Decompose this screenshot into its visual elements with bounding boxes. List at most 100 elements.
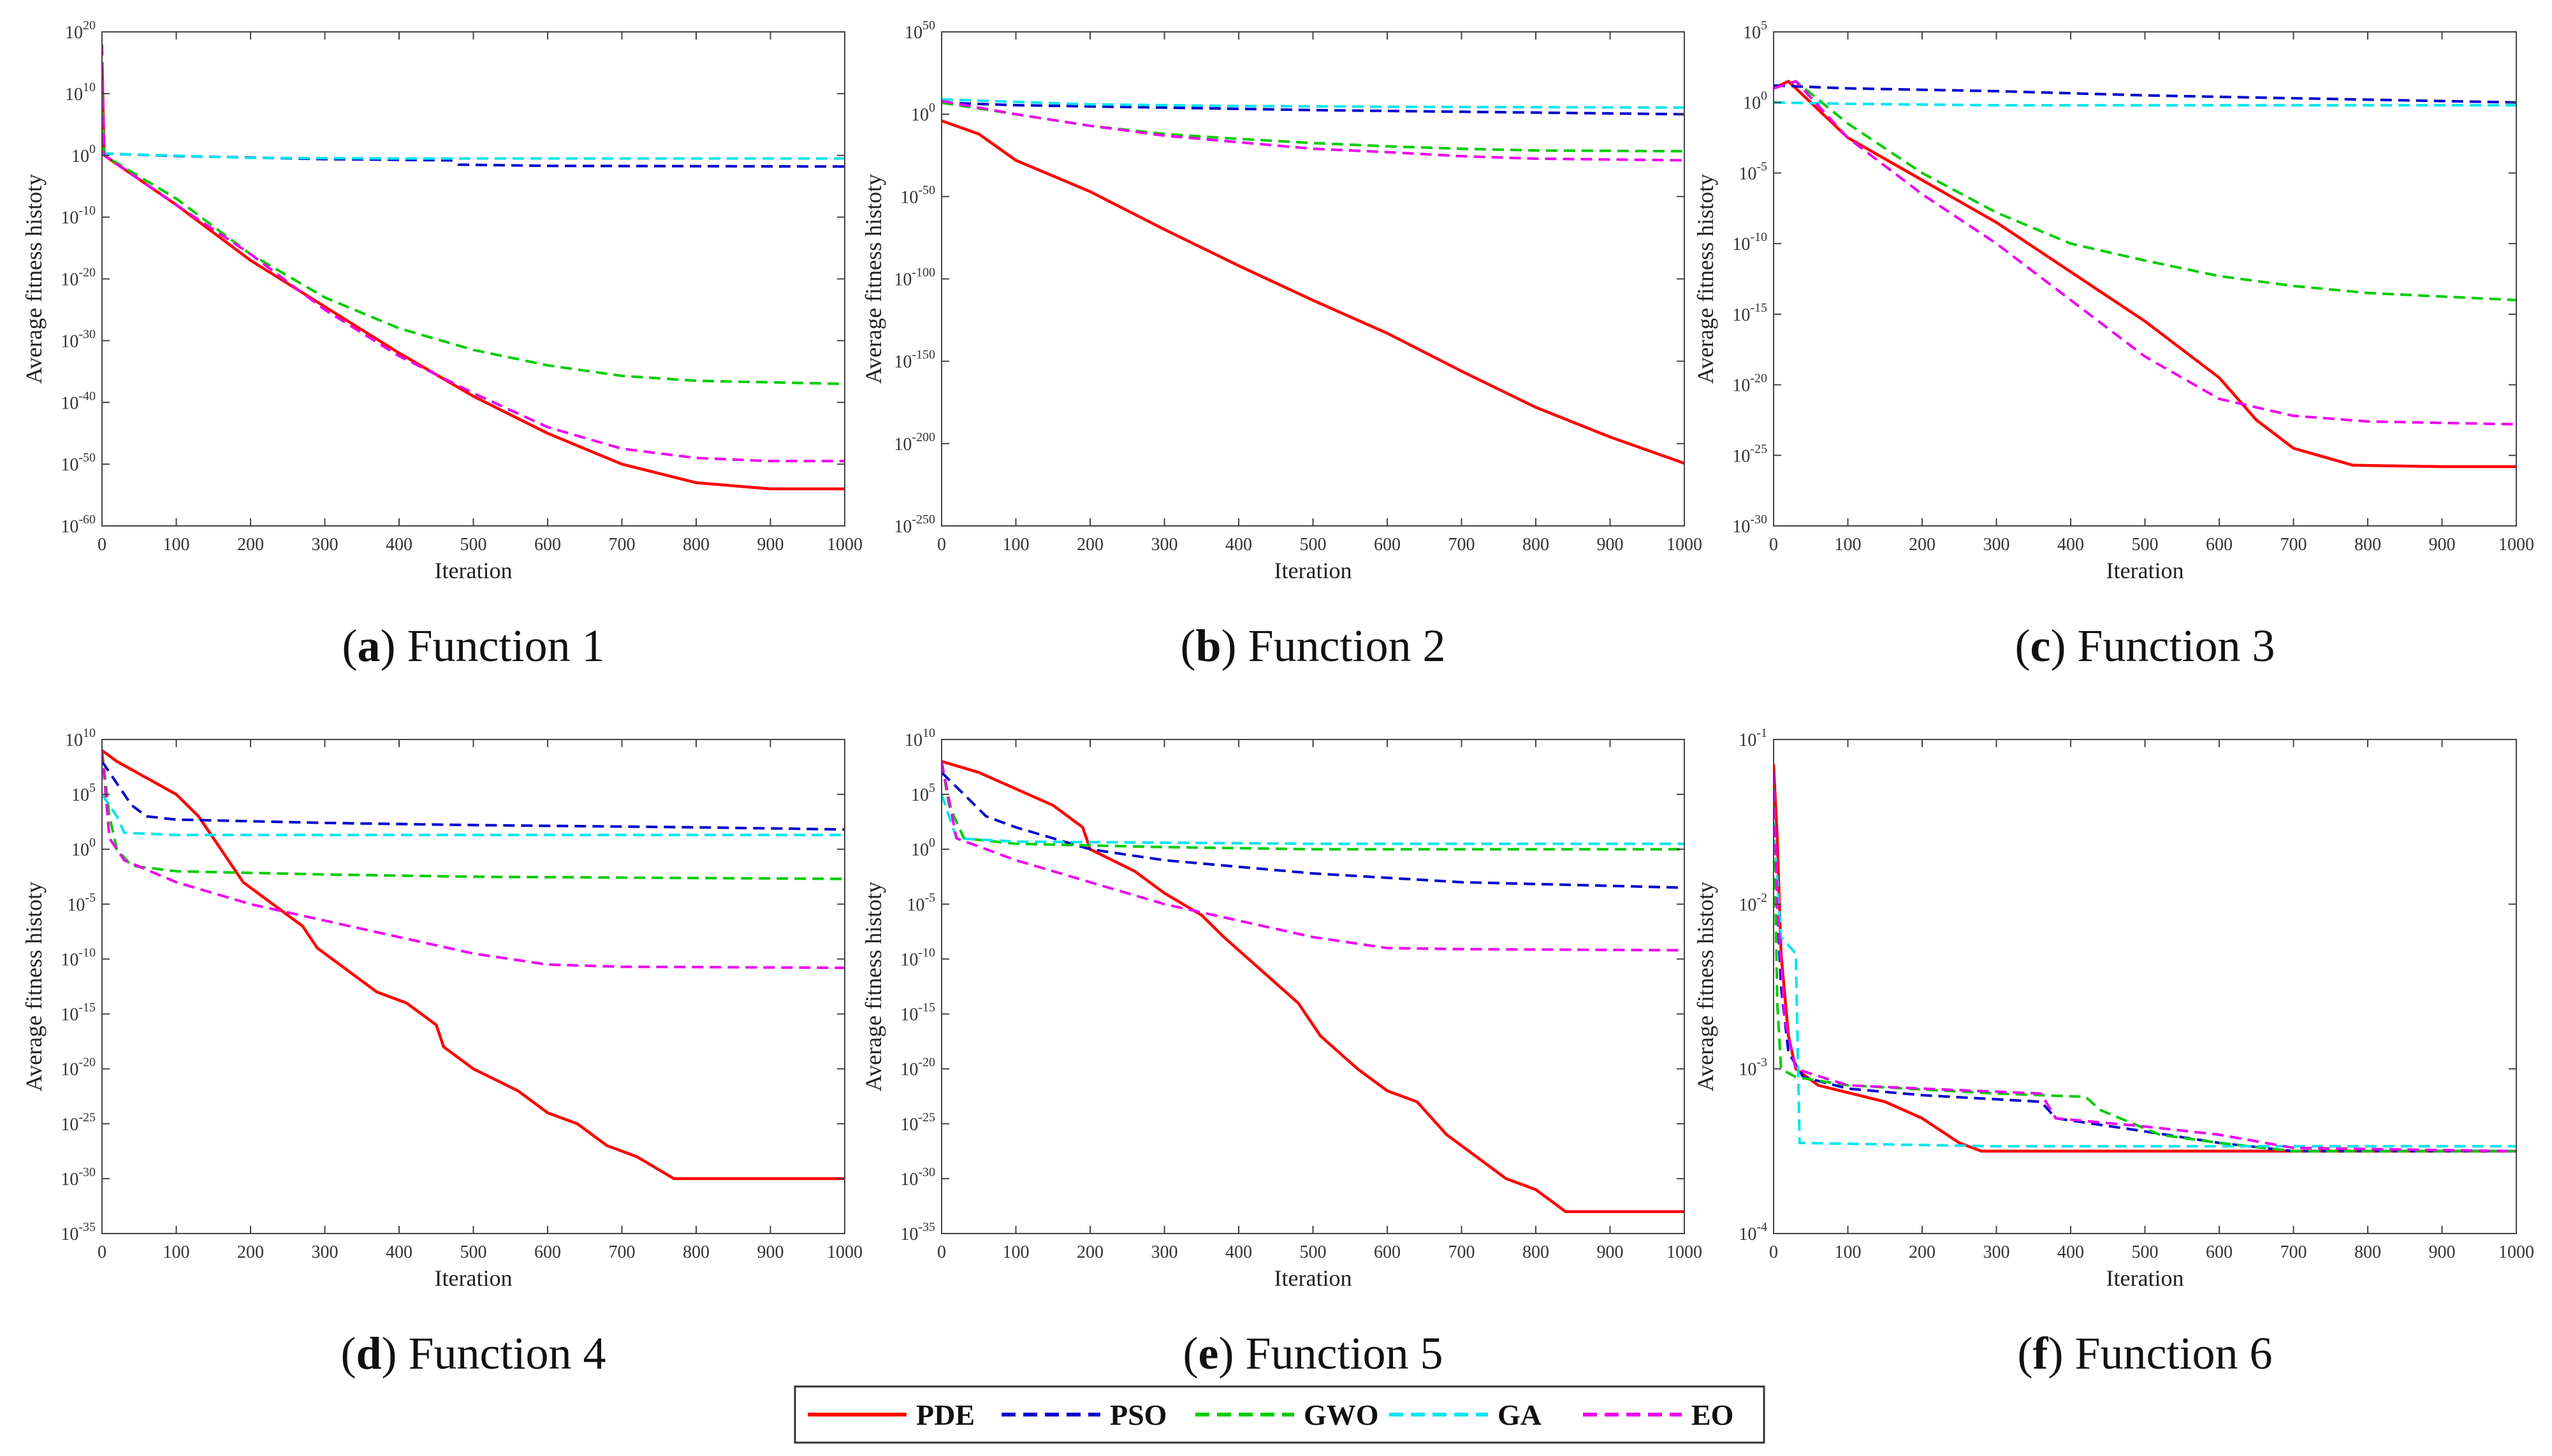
x-tick-label: 400 xyxy=(1225,1242,1252,1262)
x-tick-label: 0 xyxy=(98,535,106,555)
y-tick-label: 10-15 xyxy=(900,1001,935,1025)
x-tick-label: 1000 xyxy=(1666,535,1702,555)
x-tick-label: 300 xyxy=(312,535,339,555)
x-axis-label: Iteration xyxy=(435,558,513,583)
x-tick-label: 200 xyxy=(237,1242,264,1262)
y-tick-label: 10-1 xyxy=(1739,726,1767,750)
series-eo xyxy=(1774,80,2516,426)
x-tick-label: 700 xyxy=(2280,535,2307,555)
x-tick-label: 800 xyxy=(2354,1242,2381,1262)
x-tick-label: 600 xyxy=(1374,535,1401,555)
x-tick-label: 900 xyxy=(757,535,784,555)
y-tick-label: 10-100 xyxy=(894,266,935,290)
y-tick-label: 10-40 xyxy=(61,389,96,413)
y-tick-label: 10-35 xyxy=(900,1220,935,1244)
series-pso xyxy=(942,771,1684,889)
x-axis-label: Iteration xyxy=(435,1265,513,1291)
x-tick-label: 600 xyxy=(2206,535,2233,555)
legend: PDE PSO GWO GA EO xyxy=(794,1385,1765,1444)
y-tick-label: 100 xyxy=(911,101,935,125)
x-tick-label: 900 xyxy=(757,1242,784,1262)
series-ga xyxy=(1774,101,2516,107)
subfigure-caption: (d) Function 4 xyxy=(340,1328,606,1379)
x-tick-label: 900 xyxy=(2429,1242,2456,1262)
x-tick-label: 700 xyxy=(609,535,636,555)
y-tick-label: 10-10 xyxy=(900,945,935,970)
x-tick-label: 700 xyxy=(2280,1242,2307,1262)
x-tick-label: 600 xyxy=(534,535,561,555)
y-tick-label: 10-20 xyxy=(61,1056,96,1080)
y-tick-label: 1050 xyxy=(905,18,935,43)
plot-area xyxy=(102,44,845,491)
y-tick-label: 10-4 xyxy=(1739,1220,1767,1244)
x-tick-label: 600 xyxy=(2206,1242,2233,1262)
y-tick-label: 10-250 xyxy=(894,513,935,537)
plot-area xyxy=(1774,80,2516,469)
x-axis-label: Iteration xyxy=(2106,558,2184,583)
y-tick-label: 10-5 xyxy=(907,891,935,915)
x-tick-label: 200 xyxy=(1909,535,1936,555)
x-tick-label: 1000 xyxy=(2498,1242,2534,1262)
subfigure-caption: (c) Function 3 xyxy=(2015,620,2275,671)
x-axis-label: Iteration xyxy=(2106,1265,2184,1291)
y-tick-label: 10-20 xyxy=(1732,372,1767,396)
x-tick-label: 1000 xyxy=(2498,535,2534,555)
x-tick-label: 0 xyxy=(98,1242,106,1262)
series-pso xyxy=(102,761,845,831)
legend-label-eo: EO xyxy=(1691,1399,1733,1431)
x-axis-label: Iteration xyxy=(1274,1265,1352,1291)
x-tick-label: 1000 xyxy=(1666,1242,1702,1262)
x-tick-label: 1000 xyxy=(827,1242,863,1262)
x-axis-label: Iteration xyxy=(1274,558,1352,583)
y-tick-label: 100 xyxy=(71,142,96,166)
chart-f: 0 100 200 300 400 500 600 700 800 900 1000 10-4 10-3… xyxy=(1693,726,2534,1379)
series-eo xyxy=(942,761,1684,952)
x-tick-label: 500 xyxy=(1300,1242,1327,1262)
y-tick-label: 1010 xyxy=(65,726,96,750)
x-tick-label: 500 xyxy=(460,1242,487,1262)
x-tick-label: 700 xyxy=(609,1242,636,1262)
y-axis-label: Average fitness histoty xyxy=(1693,882,1718,1091)
subfigure-caption: (f) Function 6 xyxy=(2018,1328,2273,1379)
series-pde xyxy=(942,760,1684,1213)
chart-b: 0 100 200 300 400 500 600 700 800 900 1000 10-250 10… xyxy=(861,18,1702,671)
x-tick-label: 500 xyxy=(1300,535,1327,555)
x-tick-label: 800 xyxy=(1522,1242,1549,1262)
x-tick-label: 300 xyxy=(1151,1242,1178,1262)
axes-frame xyxy=(1773,739,2517,1234)
y-axis-label: Average fitness histoty xyxy=(21,882,47,1091)
chart-a: 0 100 200 300 400 500 600 700 800 900 1000 10-60 10-… xyxy=(21,18,863,671)
y-tick-label: 10-25 xyxy=(900,1110,935,1135)
series-ga xyxy=(102,152,845,160)
x-tick-label: 200 xyxy=(1077,1242,1104,1262)
y-tick-label: 105 xyxy=(71,781,96,805)
x-tick-label: 0 xyxy=(937,535,946,555)
x-tick-label: 300 xyxy=(1151,535,1178,555)
subfigure-caption: (e) Function 5 xyxy=(1183,1328,1443,1379)
series-gwo xyxy=(102,750,845,880)
x-tick-label: 200 xyxy=(1077,535,1104,555)
x-tick-label: 400 xyxy=(2057,1242,2084,1262)
series-ga xyxy=(942,98,1684,109)
y-tick-label: 100 xyxy=(1743,89,1767,113)
y-tick-label: 10-30 xyxy=(1732,513,1767,537)
chart-d: 0 100 200 300 400 500 600 700 800 900 1000 10-35 10-… xyxy=(21,726,863,1379)
series-ga xyxy=(102,793,845,836)
series-ga xyxy=(942,794,1684,845)
y-tick-label: 10-25 xyxy=(61,1110,96,1135)
x-tick-label: 500 xyxy=(460,535,487,555)
x-tick-label: 100 xyxy=(163,535,190,555)
y-tick-label: 100 xyxy=(911,836,935,860)
x-tick-label: 400 xyxy=(386,1242,412,1262)
y-tick-label: 10-10 xyxy=(61,945,96,970)
series-gwo xyxy=(942,101,1684,153)
x-tick-label: 300 xyxy=(1983,535,2010,555)
legend-label-pso: PSO xyxy=(1110,1399,1167,1431)
x-tick-label: 400 xyxy=(386,535,412,555)
x-tick-label: 500 xyxy=(2132,1242,2159,1262)
series-gwo xyxy=(1774,80,2516,302)
x-tick-label: 600 xyxy=(1374,1242,1401,1262)
y-tick-label: 10-150 xyxy=(894,348,935,372)
x-tick-label: 100 xyxy=(1003,535,1030,555)
x-tick-label: 600 xyxy=(534,1242,561,1262)
